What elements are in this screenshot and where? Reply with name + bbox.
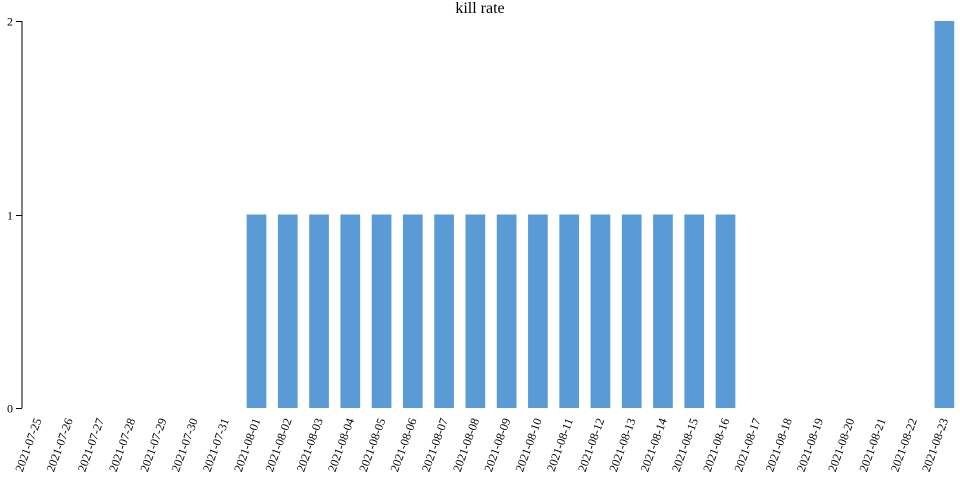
x-tick-label-2021-08-03: 2021-08-03 (294, 416, 326, 473)
x-tick-label-2021-08-08: 2021-08-08 (450, 416, 482, 473)
x-tick-label-2021-07-27: 2021-07-27 (75, 416, 107, 473)
x-tick-label-2021-08-22: 2021-08-22 (888, 416, 920, 473)
bar-2021-08-05 (371, 214, 392, 408)
x-tick-label-2021-08-02: 2021-08-02 (262, 416, 294, 473)
bar-2021-08-14 (653, 214, 673, 408)
x-tick-label-2021-08-20: 2021-08-20 (825, 416, 857, 473)
x-tick-label-2021-07-25: 2021-07-25 (12, 416, 44, 473)
x-tick-label-2021-08-16: 2021-08-16 (700, 416, 732, 473)
bar-2021-08-01 (246, 214, 267, 408)
x-tick-label-2021-08-15: 2021-08-15 (669, 416, 701, 473)
x-tick-label-2021-07-28: 2021-07-28 (106, 416, 138, 473)
x-tick-label-2021-08-17: 2021-08-17 (731, 416, 763, 473)
bar-2021-08-11 (559, 214, 580, 408)
x-tick-label-2021-08-23: 2021-08-23 (919, 416, 951, 473)
bar-2021-08-23 (934, 21, 955, 408)
y-tick-label-2: 2 (7, 15, 13, 29)
x-tick-label-2021-08-13: 2021-08-13 (606, 416, 638, 473)
bar-2021-08-15 (684, 214, 705, 408)
bar-2021-08-04 (340, 214, 361, 408)
x-tick-label-2021-08-04: 2021-08-04 (325, 416, 357, 473)
bar-2021-08-06 (402, 214, 423, 408)
x-tick-label-2021-08-10: 2021-08-10 (512, 416, 544, 473)
x-tick-label-2021-08-18: 2021-08-18 (763, 416, 795, 473)
x-tick-label-2021-08-01: 2021-08-01 (231, 416, 263, 473)
x-tick-label-2021-07-29: 2021-07-29 (137, 416, 169, 473)
bar-2021-08-13 (621, 214, 642, 408)
bar-2021-08-07 (434, 214, 454, 408)
x-tick-label-2021-08-07: 2021-08-07 (419, 416, 451, 473)
x-tick-label-2021-08-11: 2021-08-11 (544, 416, 576, 473)
x-tick-label-2021-07-30: 2021-07-30 (168, 416, 200, 473)
bar-2021-08-08 (465, 214, 486, 408)
x-tick-label-2021-08-12: 2021-08-12 (575, 416, 607, 473)
x-tick-label-2021-08-21: 2021-08-21 (856, 416, 888, 473)
x-tick-label-2021-08-05: 2021-08-05 (356, 416, 388, 473)
bar-2021-08-02 (277, 214, 298, 408)
x-tick-label-2021-08-06: 2021-08-06 (387, 416, 419, 473)
bar-2021-08-10 (528, 214, 548, 408)
x-tick-label-2021-08-09: 2021-08-09 (481, 416, 513, 473)
bar-2021-08-03 (309, 214, 329, 408)
bar-2021-08-09 (496, 214, 517, 408)
x-tick-label-2021-08-19: 2021-08-19 (794, 416, 826, 473)
chart-title: kill rate (455, 0, 505, 17)
bar-2021-08-12 (590, 214, 611, 408)
y-tick-label-1: 1 (7, 209, 13, 223)
y-tick-label-0: 0 (7, 402, 13, 416)
bar-2021-08-16 (715, 214, 736, 408)
x-tick-label-2021-07-26: 2021-07-26 (43, 416, 75, 473)
x-tick-label-2021-08-14: 2021-08-14 (637, 416, 669, 473)
x-tick-label-2021-07-31: 2021-07-31 (200, 416, 232, 473)
